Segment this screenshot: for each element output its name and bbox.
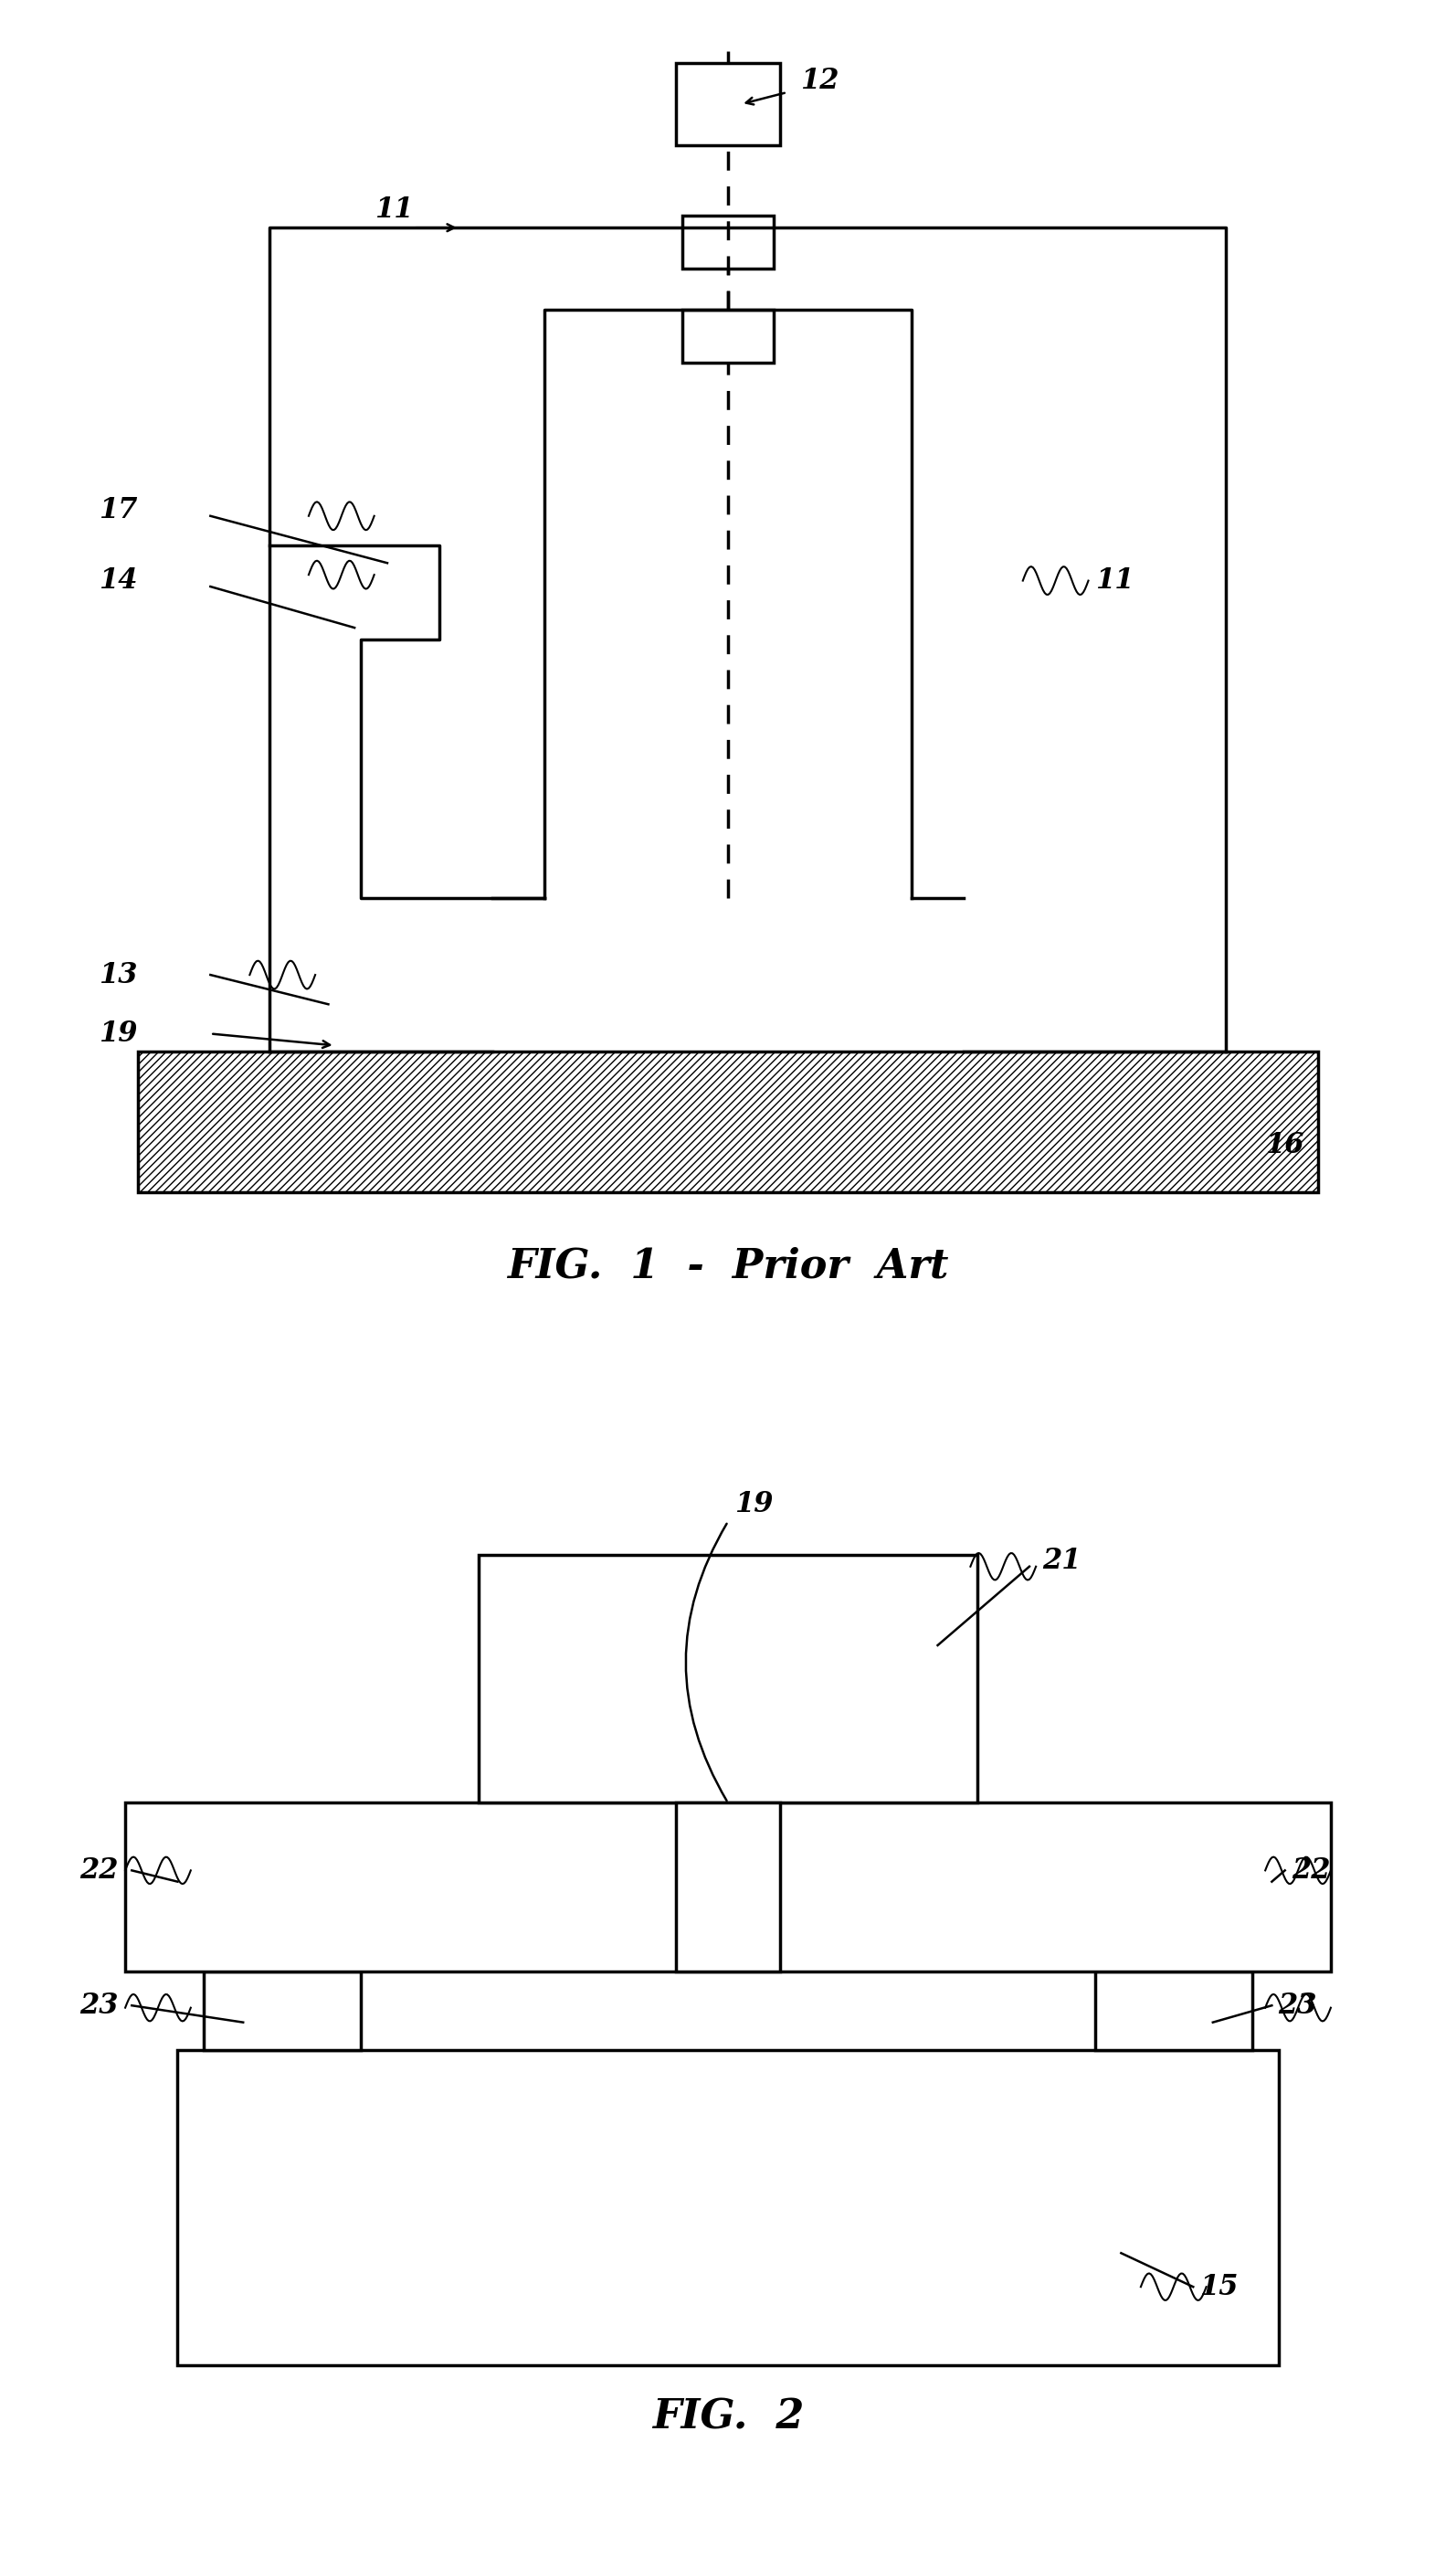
Text: 22: 22 (1291, 1857, 1331, 1885)
Bar (178, 2052, 1278, 2366)
Text: 14: 14 (99, 565, 138, 596)
Text: 23: 23 (79, 1990, 118, 2021)
Text: 19: 19 (735, 1491, 773, 1519)
Text: 15: 15 (1200, 2272, 1239, 2302)
Bar (138, 1051, 1318, 1192)
Text: 13: 13 (99, 962, 138, 990)
Text: FIG.  2: FIG. 2 (652, 2397, 804, 2438)
Bar (479, 1555, 977, 1803)
Bar (204, 1972, 361, 2052)
Bar (681, 310, 775, 363)
Text: 16: 16 (1265, 1131, 1305, 1159)
Bar (1095, 1972, 1252, 2052)
Text: 17: 17 (99, 496, 138, 524)
Text: 23: 23 (1278, 1990, 1318, 2021)
Text: 19: 19 (99, 1021, 138, 1049)
Text: FIG.  1  -  Prior  Art: FIG. 1 - Prior Art (507, 1246, 949, 1287)
Bar (676, 64, 780, 146)
Text: 11: 11 (374, 197, 414, 225)
Bar (676, 1803, 780, 1972)
Bar (125, 1803, 1331, 1972)
Text: 21: 21 (1042, 1548, 1082, 1576)
Text: 22: 22 (79, 1857, 118, 1885)
Bar (681, 215, 775, 269)
Text: 11: 11 (1095, 565, 1134, 596)
Text: 12: 12 (801, 67, 839, 95)
